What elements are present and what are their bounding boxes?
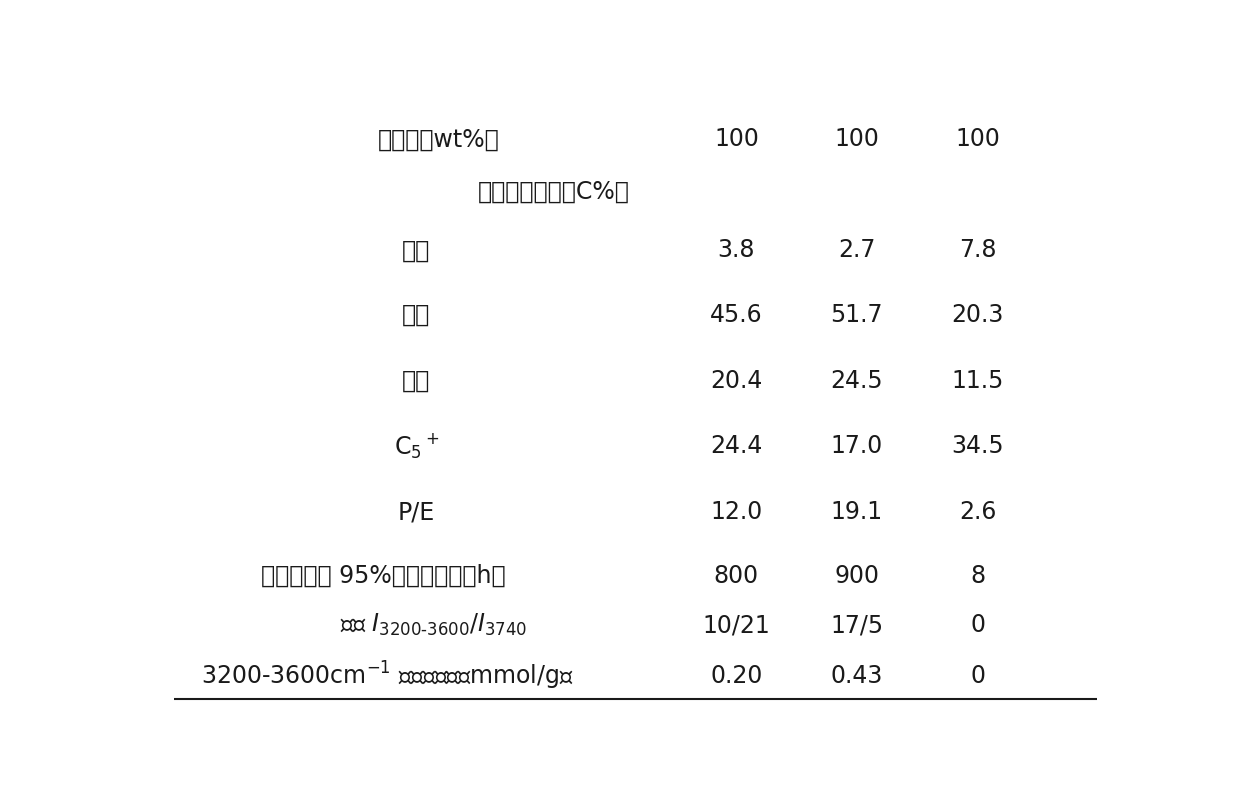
Text: 10/21: 10/21 [703,614,770,638]
Text: 8: 8 [970,564,985,588]
Text: 0: 0 [970,664,985,688]
Text: 11.5: 11.5 [951,369,1004,393]
Text: 0: 0 [970,614,985,638]
Text: C$_5$$^+$: C$_5$$^+$ [393,432,439,461]
Text: 12.0: 12.0 [711,501,763,525]
Text: 100: 100 [835,127,879,151]
Text: 7.8: 7.8 [959,239,997,262]
Text: 20.4: 20.4 [711,369,763,393]
Text: 45.6: 45.6 [711,303,763,327]
Text: 转化率（wt%）: 转化率（wt%） [378,127,500,151]
Text: 丁烯: 丁烯 [402,369,430,393]
Text: 3200-3600cm$^{-1}$ 处羟基酸量（mmol/g）: 3200-3600cm$^{-1}$ 处羟基酸量（mmol/g） [201,660,574,692]
Text: 24.4: 24.4 [711,434,763,458]
Text: 0.43: 0.43 [831,664,883,688]
Text: 转化率降至 95%时反应时间（h）: 转化率降至 95%时反应时间（h） [262,564,506,588]
Text: 2.6: 2.6 [959,501,996,525]
Text: 100: 100 [714,127,759,151]
Text: 24.5: 24.5 [831,369,883,393]
Text: 2.7: 2.7 [838,239,875,262]
Text: 19.1: 19.1 [831,501,883,525]
Text: 丙烯: 丙烯 [402,303,430,327]
Text: 红外 $I_{3200\text{-}3600}$/$I_{3740}$: 红外 $I_{3200\text{-}3600}$/$I_{3740}$ [340,612,527,638]
Text: 3.8: 3.8 [718,239,755,262]
Text: 51.7: 51.7 [831,303,883,327]
Text: 0.20: 0.20 [711,664,763,688]
Text: 17/5: 17/5 [830,614,883,638]
Text: 20.3: 20.3 [951,303,1004,327]
Text: 34.5: 34.5 [951,434,1004,458]
Text: 800: 800 [714,564,759,588]
Text: P/E: P/E [398,501,435,525]
Text: 17.0: 17.0 [831,434,883,458]
Text: 900: 900 [835,564,879,588]
Text: 100: 100 [955,127,999,151]
Text: 乙烯: 乙烯 [402,239,430,262]
Text: 产物碳基收率（C%）: 产物碳基收率（C%） [477,179,630,203]
